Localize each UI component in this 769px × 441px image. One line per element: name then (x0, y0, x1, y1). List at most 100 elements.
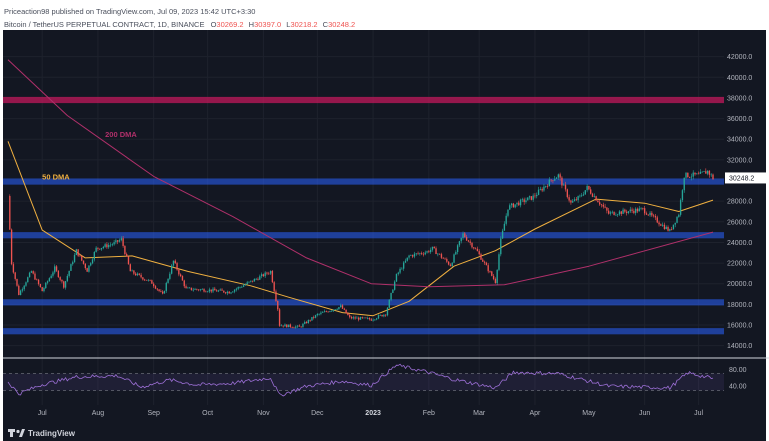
candle-body (57, 270, 60, 278)
rsi-band (3, 373, 724, 391)
candle-body (422, 253, 425, 255)
candle-body (611, 211, 613, 213)
candle-body (620, 211, 622, 214)
candle-body (415, 253, 417, 255)
candle-body (318, 313, 320, 315)
candle-body (271, 270, 274, 283)
candle-body (379, 314, 381, 316)
candle-body (221, 289, 223, 291)
candle-body (343, 308, 345, 310)
time-tick-label: Dec (311, 410, 324, 417)
candle-body (314, 315, 317, 318)
candle-body (208, 289, 211, 292)
candle-body (703, 171, 705, 172)
candle-body (66, 275, 69, 282)
candle-body (505, 215, 507, 224)
candle-body (411, 255, 414, 257)
candle-body (492, 275, 495, 279)
candle-body (138, 273, 140, 275)
candle-body (676, 216, 678, 223)
ohlc-close-value: 30248.2 (328, 20, 355, 29)
candle-body (638, 208, 640, 212)
support-zone (3, 299, 724, 306)
candle-body (257, 278, 259, 280)
candle-body (30, 271, 33, 273)
candle-body (77, 249, 79, 256)
candle-body (406, 257, 408, 261)
tradingview-logo-icon (8, 429, 25, 437)
ma50-label: 50 DMA (42, 172, 70, 181)
candle-body (302, 323, 304, 327)
price-tick-label: 42000.0 (727, 54, 752, 61)
candle-body (588, 185, 590, 190)
candle-body (690, 176, 693, 178)
rsi-tick-label: 80.00 (729, 367, 747, 374)
candle-body (144, 279, 146, 281)
candle-body (444, 258, 446, 260)
candle-body (395, 273, 398, 282)
candle-body (643, 208, 646, 214)
candle-body (100, 247, 103, 250)
candle-body (546, 185, 549, 187)
candle-body (627, 211, 630, 213)
price-tick-label: 14000.0 (727, 343, 752, 350)
price-tick-label: 22000.0 (727, 261, 752, 268)
footer-bar (3, 424, 766, 441)
candle-body (530, 196, 533, 200)
candle-body (433, 246, 435, 249)
candle-body (631, 209, 633, 211)
candle-body (419, 253, 421, 254)
candle-body (237, 287, 239, 289)
candle-body (176, 263, 178, 270)
candle-body (170, 265, 173, 274)
candle-body (600, 204, 603, 206)
candle-body (336, 309, 338, 310)
candle-body (435, 248, 437, 255)
candle-body (127, 256, 130, 265)
candle-body (528, 196, 531, 198)
candle-body (388, 299, 390, 308)
last-price-badge (725, 172, 766, 184)
candle-body (194, 288, 196, 290)
candle-body (18, 285, 20, 295)
candle-body (115, 240, 117, 243)
price-tick-label: 34000.0 (727, 137, 752, 144)
candle-body (649, 212, 651, 216)
time-tick-label: Feb (423, 410, 435, 417)
candle-body (106, 244, 108, 248)
candle-body (386, 307, 389, 316)
candle-body (275, 291, 277, 301)
candle-body (178, 269, 180, 275)
candle-body (532, 195, 534, 200)
candle-body (480, 254, 482, 260)
candle-body (555, 177, 558, 179)
candle-body (160, 290, 162, 292)
candle-body (383, 314, 385, 317)
candle-body (467, 240, 470, 242)
candle-body (282, 325, 284, 327)
candle-body (345, 309, 347, 314)
candle-body (147, 279, 149, 281)
candle-body (681, 190, 684, 201)
candle-body (97, 247, 99, 249)
candle-body (91, 259, 94, 264)
candle-body (135, 273, 137, 276)
candle-body (253, 278, 256, 282)
time-tick-label: Jul (694, 410, 703, 417)
candle-body (660, 224, 662, 226)
candle-body (586, 185, 588, 191)
candle-body (266, 272, 268, 274)
candle-body (142, 277, 144, 280)
candle-body (496, 269, 498, 284)
candle-body (167, 278, 169, 283)
candle-body (102, 246, 105, 248)
candle-body (104, 244, 106, 247)
time-tick-label: Apr (529, 410, 541, 417)
candle-body (287, 324, 290, 328)
candle-body (50, 275, 52, 279)
candle-body (23, 285, 25, 290)
candle-body (674, 222, 676, 225)
candle-body (188, 287, 191, 289)
